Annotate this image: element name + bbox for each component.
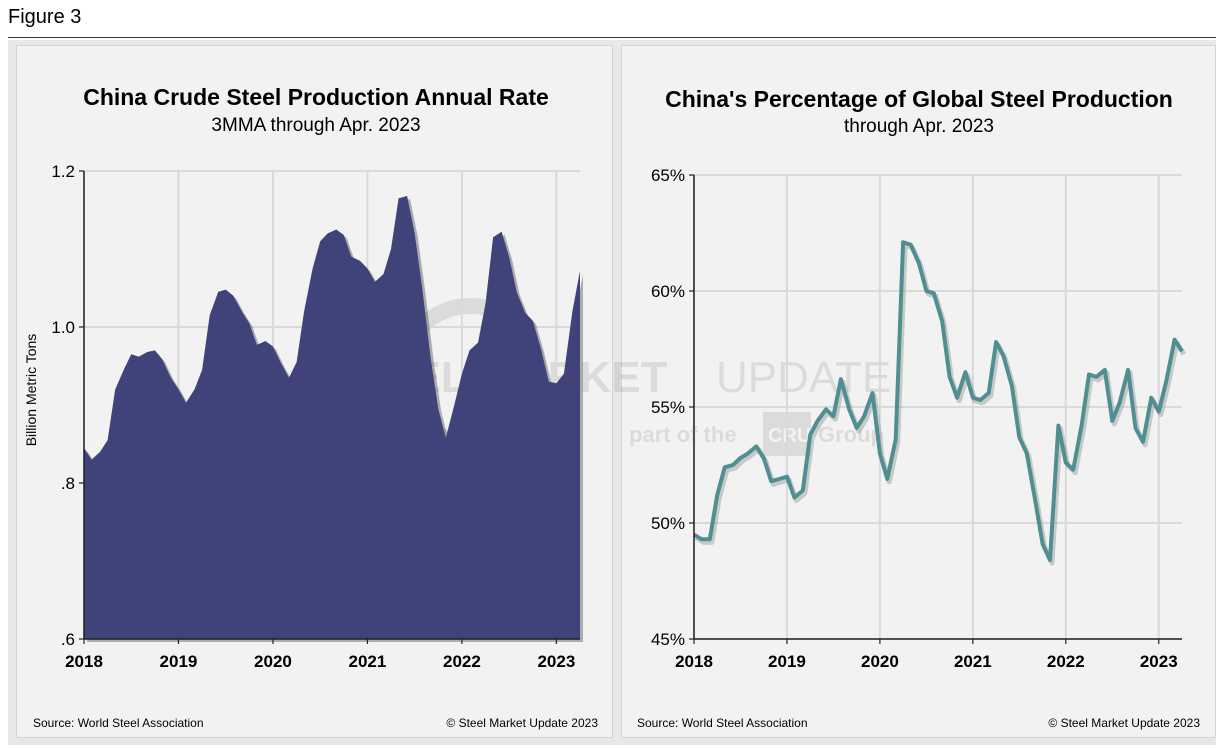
left-xtick-label: 2022 [443,652,481,671]
right-xtick-label: 2021 [954,652,992,671]
right-xtick-label: 2019 [768,652,806,671]
right-ytick-label: 50% [651,514,685,533]
left-chart-ylabel: Billion Metric Tons [23,334,39,447]
left-xtick-label: 2019 [160,652,198,671]
figure-label: Figure 3 [8,6,82,28]
right-chart-copyright: © Steel Market Update 2023 [1048,716,1200,730]
watermark-brand-light: UPDATE [716,353,891,402]
left-ytick-label: 1.2 [51,162,75,181]
left-xtick-label: 2021 [349,652,387,671]
right-xtick-label: 2018 [675,652,713,671]
right-ytick-label: 55% [651,398,685,417]
left-area-series [84,196,580,639]
right-chart-marks [692,240,1187,566]
header-rule [8,37,1216,38]
right-line-series [692,240,1184,563]
left-chart-copyright: © Steel Market Update 2023 [446,716,598,730]
right-ytick-label: 65% [651,166,685,185]
right-chart-source: Source: World Steel Association [637,716,808,730]
right-ytick-label: 60% [651,282,685,301]
right-chart-panel [621,45,1216,738]
left-ytick-label: .8 [61,474,75,493]
right-chart-axes: 45% 50% 55% 60% 65% 2018 2019 2020 2021 2022 2023 [651,166,1182,671]
left-xtick-label: 2023 [537,652,575,671]
left-chart-source: Source: World Steel Association [33,716,204,730]
right-xtick-label: 2023 [1140,652,1178,671]
left-ytick-label: .6 [61,630,75,649]
left-chart-axes: .6 .8 1.0 1.2 2018 2019 2020 2021 2022 2023 [51,162,580,671]
watermark-tag-prefix: part of the [629,422,737,447]
left-chart-subtitle: 3MMA through Apr. 2023 [211,115,420,136]
watermark-tag-suffix: Group [818,422,884,447]
watermark-tag-logo: CRU [768,425,811,447]
left-xtick-label: 2018 [65,652,103,671]
left-xtick-label: 2020 [254,652,292,671]
right-chart-subtitle: through Apr. 2023 [844,116,994,137]
right-ytick-label: 45% [651,630,685,649]
right-chart-title: China's Percentage of Global Steel Produ… [665,86,1173,112]
left-ytick-label: 1.0 [51,318,75,337]
right-chart: China's Percentage of Global Steel Produ… [637,86,1200,730]
left-chart-marks [84,196,583,642]
left-chart-title: China Crude Steel Production Annual Rate [83,84,549,110]
right-xtick-label: 2020 [861,652,899,671]
right-xtick-label: 2022 [1047,652,1085,671]
left-chart: China Crude Steel Production Annual Rate… [23,84,598,730]
